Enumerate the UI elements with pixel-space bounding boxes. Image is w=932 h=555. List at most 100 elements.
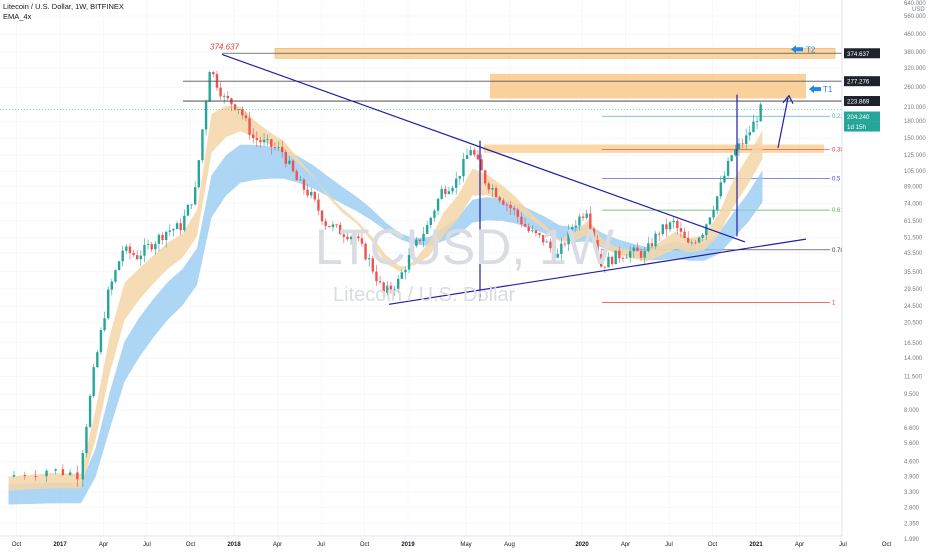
price-tick-label: 560.000 (904, 14, 926, 20)
target-label-t1: T1 (823, 85, 833, 94)
candle-body (364, 243, 367, 260)
projection-arrow (777, 97, 789, 149)
candle-body (88, 395, 92, 427)
candle-body (291, 160, 295, 172)
candle-body (219, 87, 222, 97)
candle-body (690, 242, 694, 244)
watermark-ticker: LTCUSD, 1W (315, 219, 615, 275)
target-zone-t1 (490, 73, 806, 99)
time-tick-label: 2017 (53, 542, 67, 548)
candle-body (280, 146, 284, 153)
candle-body (679, 228, 683, 232)
price-tick-label: 3.300 (904, 490, 920, 496)
candle-body (233, 104, 237, 110)
candle-body (527, 226, 530, 232)
candle-body (425, 225, 429, 234)
candle-body (277, 146, 280, 148)
candle-body (632, 247, 636, 252)
candle-body (226, 95, 230, 99)
candle-body (607, 256, 610, 268)
support-zone (484, 144, 824, 153)
candle-body (498, 197, 501, 201)
descending-trendline (221, 53, 746, 243)
candle-body (538, 233, 541, 236)
price-tick-label: 74.000 (904, 202, 923, 208)
ascending-trendline (388, 238, 807, 305)
price-tick-label: 89.000 (904, 185, 923, 191)
time-tick-label: Apr (273, 542, 282, 548)
candle-body (61, 469, 65, 475)
candle-body (603, 266, 607, 268)
fib-level-label: 0.382 (832, 147, 848, 153)
time-tick-label: Jul (143, 542, 151, 548)
candle-body (636, 247, 639, 252)
candle-body (135, 255, 139, 260)
candle-body (556, 253, 559, 258)
candle-body (502, 200, 505, 205)
trend-lines: 374.637 T1 T2 (0, 42, 842, 305)
candle-body (531, 230, 534, 232)
ema-ribbons (8, 105, 763, 505)
candle-body (545, 241, 549, 243)
candle-body (752, 121, 755, 133)
candle-body (639, 251, 643, 258)
price-tick-label: 14.000 (904, 356, 923, 362)
candle-body (360, 238, 364, 244)
candle-body (375, 271, 378, 282)
candle-body (306, 189, 309, 196)
candle-body (509, 204, 512, 209)
candle-body (349, 236, 353, 240)
price-tag-countdown: 1d 15h (847, 124, 866, 131)
candle-body (589, 213, 592, 229)
candle-body (96, 352, 99, 368)
price-tick-label: 380.000 (904, 50, 926, 56)
candle-body (726, 160, 730, 176)
candle-body (549, 241, 552, 249)
time-axis[interactable]: Oct 2017 Apr Jul Oct 2018 Apr Jul Oct 2019 May Aug 2… (0, 535, 891, 548)
candle-body (328, 225, 331, 228)
candle-body (734, 149, 737, 156)
candle-body (748, 132, 752, 136)
price-tag-last: 204.240 (847, 114, 870, 121)
candle-body (719, 182, 723, 197)
candle-body (694, 242, 697, 244)
symbol-title[interactable]: Litecoin / U.S. Dollar, 1W, BITFINEX (3, 2, 124, 11)
candle-body (715, 196, 719, 210)
candle-body (523, 224, 527, 227)
candle-body (248, 118, 251, 135)
candle-body (396, 278, 400, 289)
time-tick-label: Oct (708, 542, 718, 548)
candle-body (676, 220, 679, 229)
candle-body (299, 179, 302, 181)
candle-body (335, 224, 338, 226)
candle-body (338, 224, 342, 235)
time-tick-label: 2018 (227, 542, 241, 548)
price-tag-t1-bg (844, 76, 880, 87)
candle-body (237, 109, 240, 110)
candle-body (592, 228, 596, 240)
price-tick-label: 460.000 (904, 32, 926, 38)
candle-body (701, 234, 704, 238)
candle-body (465, 155, 469, 159)
candle-body (480, 159, 483, 171)
price-tick-label: 20.500 (904, 321, 923, 327)
time-tick-label: Apr (795, 542, 804, 548)
candle-body (378, 281, 382, 283)
candle-body (614, 250, 617, 265)
candle-body (429, 217, 433, 226)
fib-level-label: 0.618 (832, 208, 848, 214)
price-tick-label: 35.500 (904, 270, 923, 276)
candle-body (331, 224, 335, 228)
fibonacci-retracement: 0.236 0.382 0.5 0.618 0.786 1 (602, 114, 848, 306)
price-tick-label: 105.000 (904, 169, 926, 175)
candle-body (23, 474, 27, 477)
time-tick-label: May (460, 542, 471, 548)
candle-body (654, 233, 657, 247)
candle-body (563, 243, 567, 245)
candle-body (407, 254, 411, 270)
candle-body (161, 234, 164, 241)
indicator-label[interactable]: EMA_4x (3, 12, 32, 21)
